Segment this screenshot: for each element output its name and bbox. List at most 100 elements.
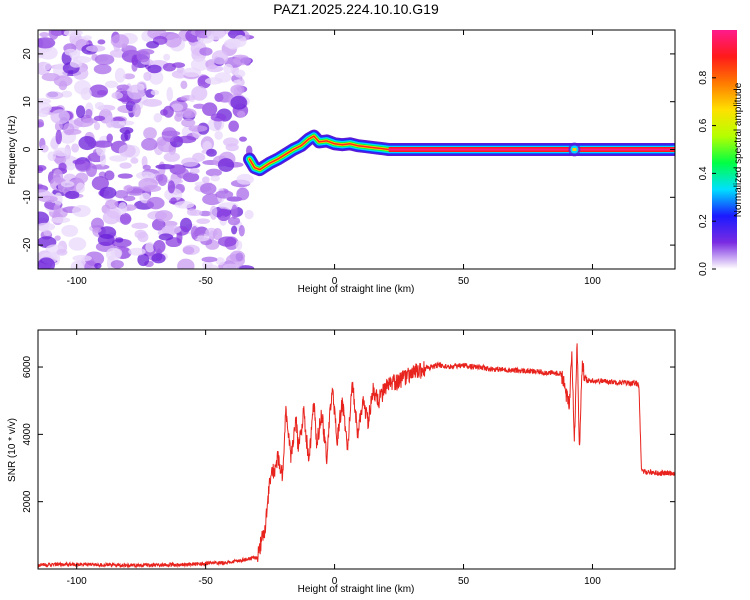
noise-blob — [206, 30, 225, 40]
noise-blob — [206, 65, 224, 73]
noise-blob — [217, 236, 237, 247]
x-tick-label: -50 — [198, 576, 213, 587]
y-tick-label: 4000 — [22, 423, 33, 446]
noise-blob — [132, 103, 141, 118]
noise-blob — [149, 70, 164, 85]
noise-blob — [109, 155, 128, 162]
x-tick-label: 50 — [458, 276, 470, 287]
noise-blob — [233, 79, 242, 85]
noise-blob — [56, 248, 68, 256]
colorbar — [712, 30, 737, 269]
noise-blob — [106, 133, 113, 143]
noise-blob — [223, 63, 234, 74]
noise-blob — [214, 130, 223, 140]
noise-blob — [163, 152, 181, 162]
noise-blob — [202, 102, 218, 116]
noise-blob — [210, 175, 220, 182]
noise-blob — [166, 86, 174, 102]
noise-blob — [93, 121, 101, 131]
noise-blob — [231, 225, 238, 235]
spectrogram-x-axis: -100 -50 0 50 100 — [67, 30, 601, 287]
noise-blob — [53, 147, 71, 157]
noise-blob — [82, 118, 98, 124]
page-title: PAZ1.2025.224.10.10.G19 — [273, 1, 439, 17]
colorbar-tick-label: 0.8 — [698, 70, 709, 84]
noise-blob — [164, 33, 182, 48]
noise-blob — [70, 260, 84, 269]
noise-blob — [231, 204, 238, 220]
noise-blob — [52, 169, 64, 184]
noise-blob — [174, 201, 195, 209]
noise-blob — [48, 30, 59, 40]
noise-blob — [118, 144, 136, 158]
noise-blob — [61, 224, 79, 237]
noise-blob — [182, 246, 195, 255]
noise-blob — [146, 41, 159, 49]
noise-blob — [161, 130, 181, 137]
noise-blob — [143, 127, 157, 140]
noise-blob — [58, 80, 68, 91]
noise-blob — [214, 72, 232, 83]
noise-blob — [194, 235, 210, 242]
noise-blob — [182, 67, 202, 78]
x-tick-label: -100 — [67, 276, 87, 287]
noise-blob — [141, 138, 158, 151]
noise-blob — [60, 180, 75, 188]
spectrogram-y-axis: -20 -10 0 10 20 — [22, 48, 675, 252]
noise-blob — [236, 173, 254, 185]
noise-blob — [92, 227, 102, 233]
noise-blob — [118, 202, 128, 215]
noise-blob — [93, 63, 112, 75]
noise-blob — [117, 173, 133, 179]
noise-blob — [193, 103, 206, 109]
noise-blob — [124, 129, 131, 141]
noise-blob — [75, 105, 86, 119]
noise-blob — [142, 164, 151, 171]
noise-blob — [97, 39, 106, 45]
noise-blob — [209, 205, 218, 220]
noise-blob — [147, 64, 162, 74]
noise-blob — [211, 50, 229, 65]
noise-blob — [123, 73, 135, 80]
noise-blob — [202, 141, 212, 151]
noise-blob — [181, 118, 196, 128]
noise-blob — [128, 247, 146, 256]
snr-x-axis: -100 -50 0 50 100 — [67, 330, 601, 587]
x-tick-label: -100 — [67, 576, 87, 587]
noise-blob — [55, 129, 63, 145]
noise-blob — [47, 151, 56, 161]
spectrogram-y-axis-label: Frequency (Hz) — [7, 116, 18, 185]
noise-blob — [138, 177, 158, 191]
noise-blob — [227, 216, 241, 226]
noise-blob — [181, 157, 199, 167]
noise-blob — [188, 125, 208, 132]
noise-blob — [232, 56, 252, 66]
noise-blob — [237, 110, 246, 118]
noise-blob — [180, 108, 197, 119]
noise-blob — [82, 35, 92, 41]
noise-blob — [123, 185, 134, 192]
snr-x-axis-label: Height of straight line (km) — [298, 584, 415, 595]
noise-blob — [118, 120, 135, 126]
noise-blob — [102, 210, 120, 225]
x-tick-label: 100 — [584, 576, 601, 587]
noise-blob — [190, 225, 199, 240]
noise-blob — [43, 62, 52, 71]
noise-blob — [130, 157, 139, 164]
noise-blob — [217, 158, 235, 172]
colorbar-tick-label: 0.2 — [698, 214, 709, 228]
noise-blob — [136, 50, 151, 63]
noise-blob — [230, 95, 248, 110]
snr-series-line — [38, 343, 675, 569]
noise-blob — [239, 136, 247, 142]
noise-blob — [199, 47, 213, 56]
noise-blob — [180, 80, 188, 90]
noise-blob — [80, 87, 92, 101]
noise-blob — [63, 30, 83, 37]
noise-blob — [191, 85, 208, 101]
noise-blob — [97, 233, 115, 247]
noise-blob — [176, 167, 189, 179]
noise-blob — [94, 54, 115, 66]
noise-blob — [75, 182, 85, 193]
noise-blob — [151, 218, 166, 231]
